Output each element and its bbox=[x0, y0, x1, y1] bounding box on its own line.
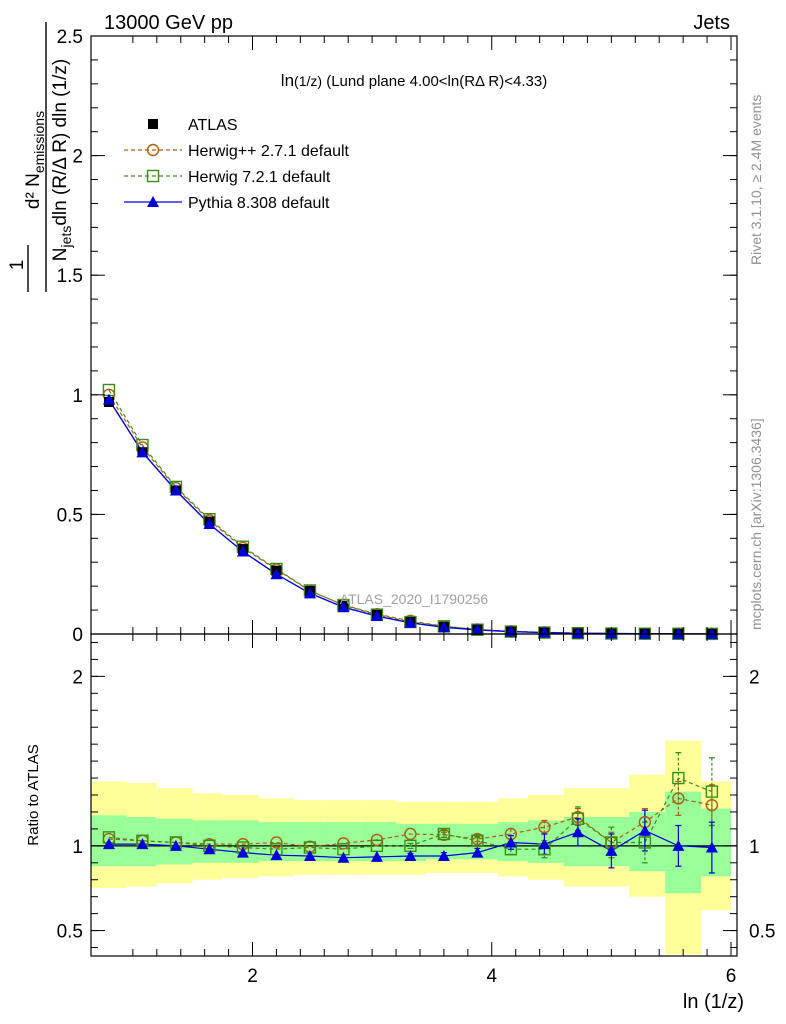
ratio-band-inner bbox=[192, 820, 223, 863]
main-point-pythia bbox=[203, 517, 216, 529]
legend-label-pythia: Pythia 8.308 default bbox=[188, 195, 330, 212]
ratio-point-pythia bbox=[169, 839, 182, 851]
main-point-pythia bbox=[638, 627, 651, 639]
x-tick-label: 6 bbox=[726, 966, 737, 987]
ratio-point-herwigpp bbox=[404, 827, 417, 841]
ratio-point-pythia bbox=[136, 838, 149, 850]
ratio-point-herwigpp bbox=[270, 836, 283, 849]
main-y-label-denominator: Njetsdln (R/Δ R) dln (1/z) bbox=[50, 59, 74, 261]
main-point-pythia bbox=[270, 568, 283, 580]
ratio-point-pythia bbox=[638, 824, 651, 836]
legend: ATLAS Herwig++ 2.7.1 default Herwig 7.2.1 … bbox=[124, 117, 350, 212]
header-process: 13000 GeV pp bbox=[104, 12, 233, 34]
main-point-pythia bbox=[404, 616, 417, 628]
legend-marker-atlas bbox=[148, 119, 158, 129]
main-y-label-numerator: d² Nemissions bbox=[23, 111, 47, 209]
ratio-band-inner bbox=[599, 817, 630, 867]
main-point-pythia bbox=[136, 446, 149, 458]
legend-marker-pythia bbox=[147, 196, 159, 207]
ratio-y-tick-label-left: 2 bbox=[72, 667, 83, 688]
ratio-point-pythia bbox=[437, 850, 450, 862]
legend-marker-herwig7 bbox=[146, 169, 160, 183]
ratio-point-pythia bbox=[571, 826, 584, 838]
ratio-band-inner bbox=[701, 808, 732, 877]
ratio-y-tick-label-right: 0.5 bbox=[749, 922, 775, 943]
ratio-point-pythia bbox=[337, 851, 350, 863]
ratio-band-inner bbox=[156, 818, 193, 865]
x-axis-label: ln (1/z) bbox=[683, 991, 744, 1013]
legend-label-herwigpp: Herwig++ 2.7.1 default bbox=[188, 143, 350, 160]
main-point-pythia bbox=[169, 484, 182, 496]
ratio-point-pythia bbox=[538, 838, 551, 850]
main-point-pythia bbox=[236, 545, 249, 557]
plot-title: ln(1/z) (Lund plane 4.00<ln(RΔ R)<4.33) bbox=[281, 71, 547, 90]
ratio-point-pythia bbox=[605, 844, 618, 856]
ratio-y-axis-label: Ratio to ATLAS bbox=[25, 744, 42, 845]
ratio-point-herwigpp bbox=[538, 821, 551, 834]
ratio-point-herwig7 bbox=[705, 785, 719, 798]
ratio-point-pythia bbox=[102, 838, 115, 850]
ratio-point-pythia bbox=[370, 850, 383, 862]
legend-label-herwig7: Herwig 7.2.1 default bbox=[188, 169, 331, 186]
ratio-y-tick-label-left: 1 bbox=[72, 837, 83, 858]
main-point-pythia bbox=[672, 627, 685, 639]
ratio-y-tick-label-right: 1 bbox=[749, 837, 760, 858]
main-y-tick-label: 0 bbox=[72, 625, 83, 646]
main-y-tick-label: 2.5 bbox=[57, 27, 83, 48]
x-tick-label: 2 bbox=[247, 966, 258, 987]
main-y-axis-label: d² Nemissions Njetsdln (R/Δ R) dln (1/z) bbox=[23, 22, 74, 292]
main-point-pythia bbox=[571, 627, 584, 639]
legend-marker-herwigpp bbox=[146, 143, 160, 157]
ratio-point-pythia bbox=[236, 846, 249, 858]
main-point-pythia bbox=[303, 587, 316, 599]
main-y-label-one: 1 bbox=[7, 260, 28, 271]
main-y-tick-label: 2 bbox=[72, 147, 83, 168]
main-point-pythia bbox=[437, 621, 450, 633]
main-y-tick-label: 1 bbox=[72, 386, 83, 407]
analysis-watermark: ATLAS_2020_I1790256 bbox=[340, 591, 489, 607]
ratio-point-pythia bbox=[404, 850, 417, 862]
legend-label-atlas: ATLAS bbox=[188, 117, 238, 134]
mcplots-reference: mcplots.cern.ch [arXiv:1306.3436] bbox=[748, 418, 764, 630]
ratio-point-herwig7 bbox=[437, 827, 451, 841]
ratio-point-pythia bbox=[203, 843, 216, 855]
ratio-point-herwigpp bbox=[705, 798, 719, 812]
ratio-point-herwig7 bbox=[638, 836, 652, 849]
rivet-version: Rivet 3.1.10, ≥ 2.4M events bbox=[748, 95, 764, 265]
ratio-point-herwig7 bbox=[672, 771, 685, 785]
plot-title-main: ln bbox=[281, 71, 294, 90]
main-y-label-prefix: 1 bbox=[7, 245, 29, 292]
main-y-tick-label: 0.5 bbox=[57, 505, 83, 526]
main-point-pythia bbox=[370, 610, 383, 622]
main-point-pythia bbox=[337, 601, 350, 613]
main-point-pythia bbox=[471, 623, 484, 635]
plot-title-rest: (Lund plane 4.00<ln(RΔ R)<4.33) bbox=[322, 73, 547, 90]
main-y-tick-label: 1.5 bbox=[57, 266, 83, 287]
header-group: Jets bbox=[693, 12, 730, 34]
main-point-pythia bbox=[102, 393, 115, 405]
main-point-pythia bbox=[538, 626, 551, 638]
ratio-point-herwig7 bbox=[471, 834, 484, 847]
ratio-point-pythia bbox=[471, 846, 484, 858]
x-tick-label: 4 bbox=[486, 966, 497, 987]
ratio-point-pythia bbox=[504, 836, 517, 848]
plot-title-sub: (1/z) bbox=[294, 73, 322, 89]
ratio-point-pythia bbox=[303, 850, 316, 862]
ratio-point-pythia bbox=[705, 841, 718, 853]
ratio-y-tick-label-right: 2 bbox=[749, 667, 760, 688]
ratio-point-herwig7 bbox=[571, 812, 585, 825]
ratio-point-pythia bbox=[672, 839, 685, 851]
ratio-point-herwigpp bbox=[672, 792, 685, 805]
ratio-y-tick-label-left: 0.5 bbox=[57, 922, 83, 943]
ratio-point-pythia bbox=[270, 849, 283, 861]
